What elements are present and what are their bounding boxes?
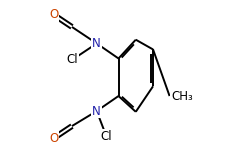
Text: CH₃: CH₃ xyxy=(171,90,193,103)
Text: N: N xyxy=(92,104,101,118)
Text: Cl: Cl xyxy=(66,54,78,66)
Text: Cl: Cl xyxy=(101,130,112,143)
Text: N: N xyxy=(92,37,101,50)
Text: O: O xyxy=(49,8,58,21)
Text: O: O xyxy=(49,132,58,145)
